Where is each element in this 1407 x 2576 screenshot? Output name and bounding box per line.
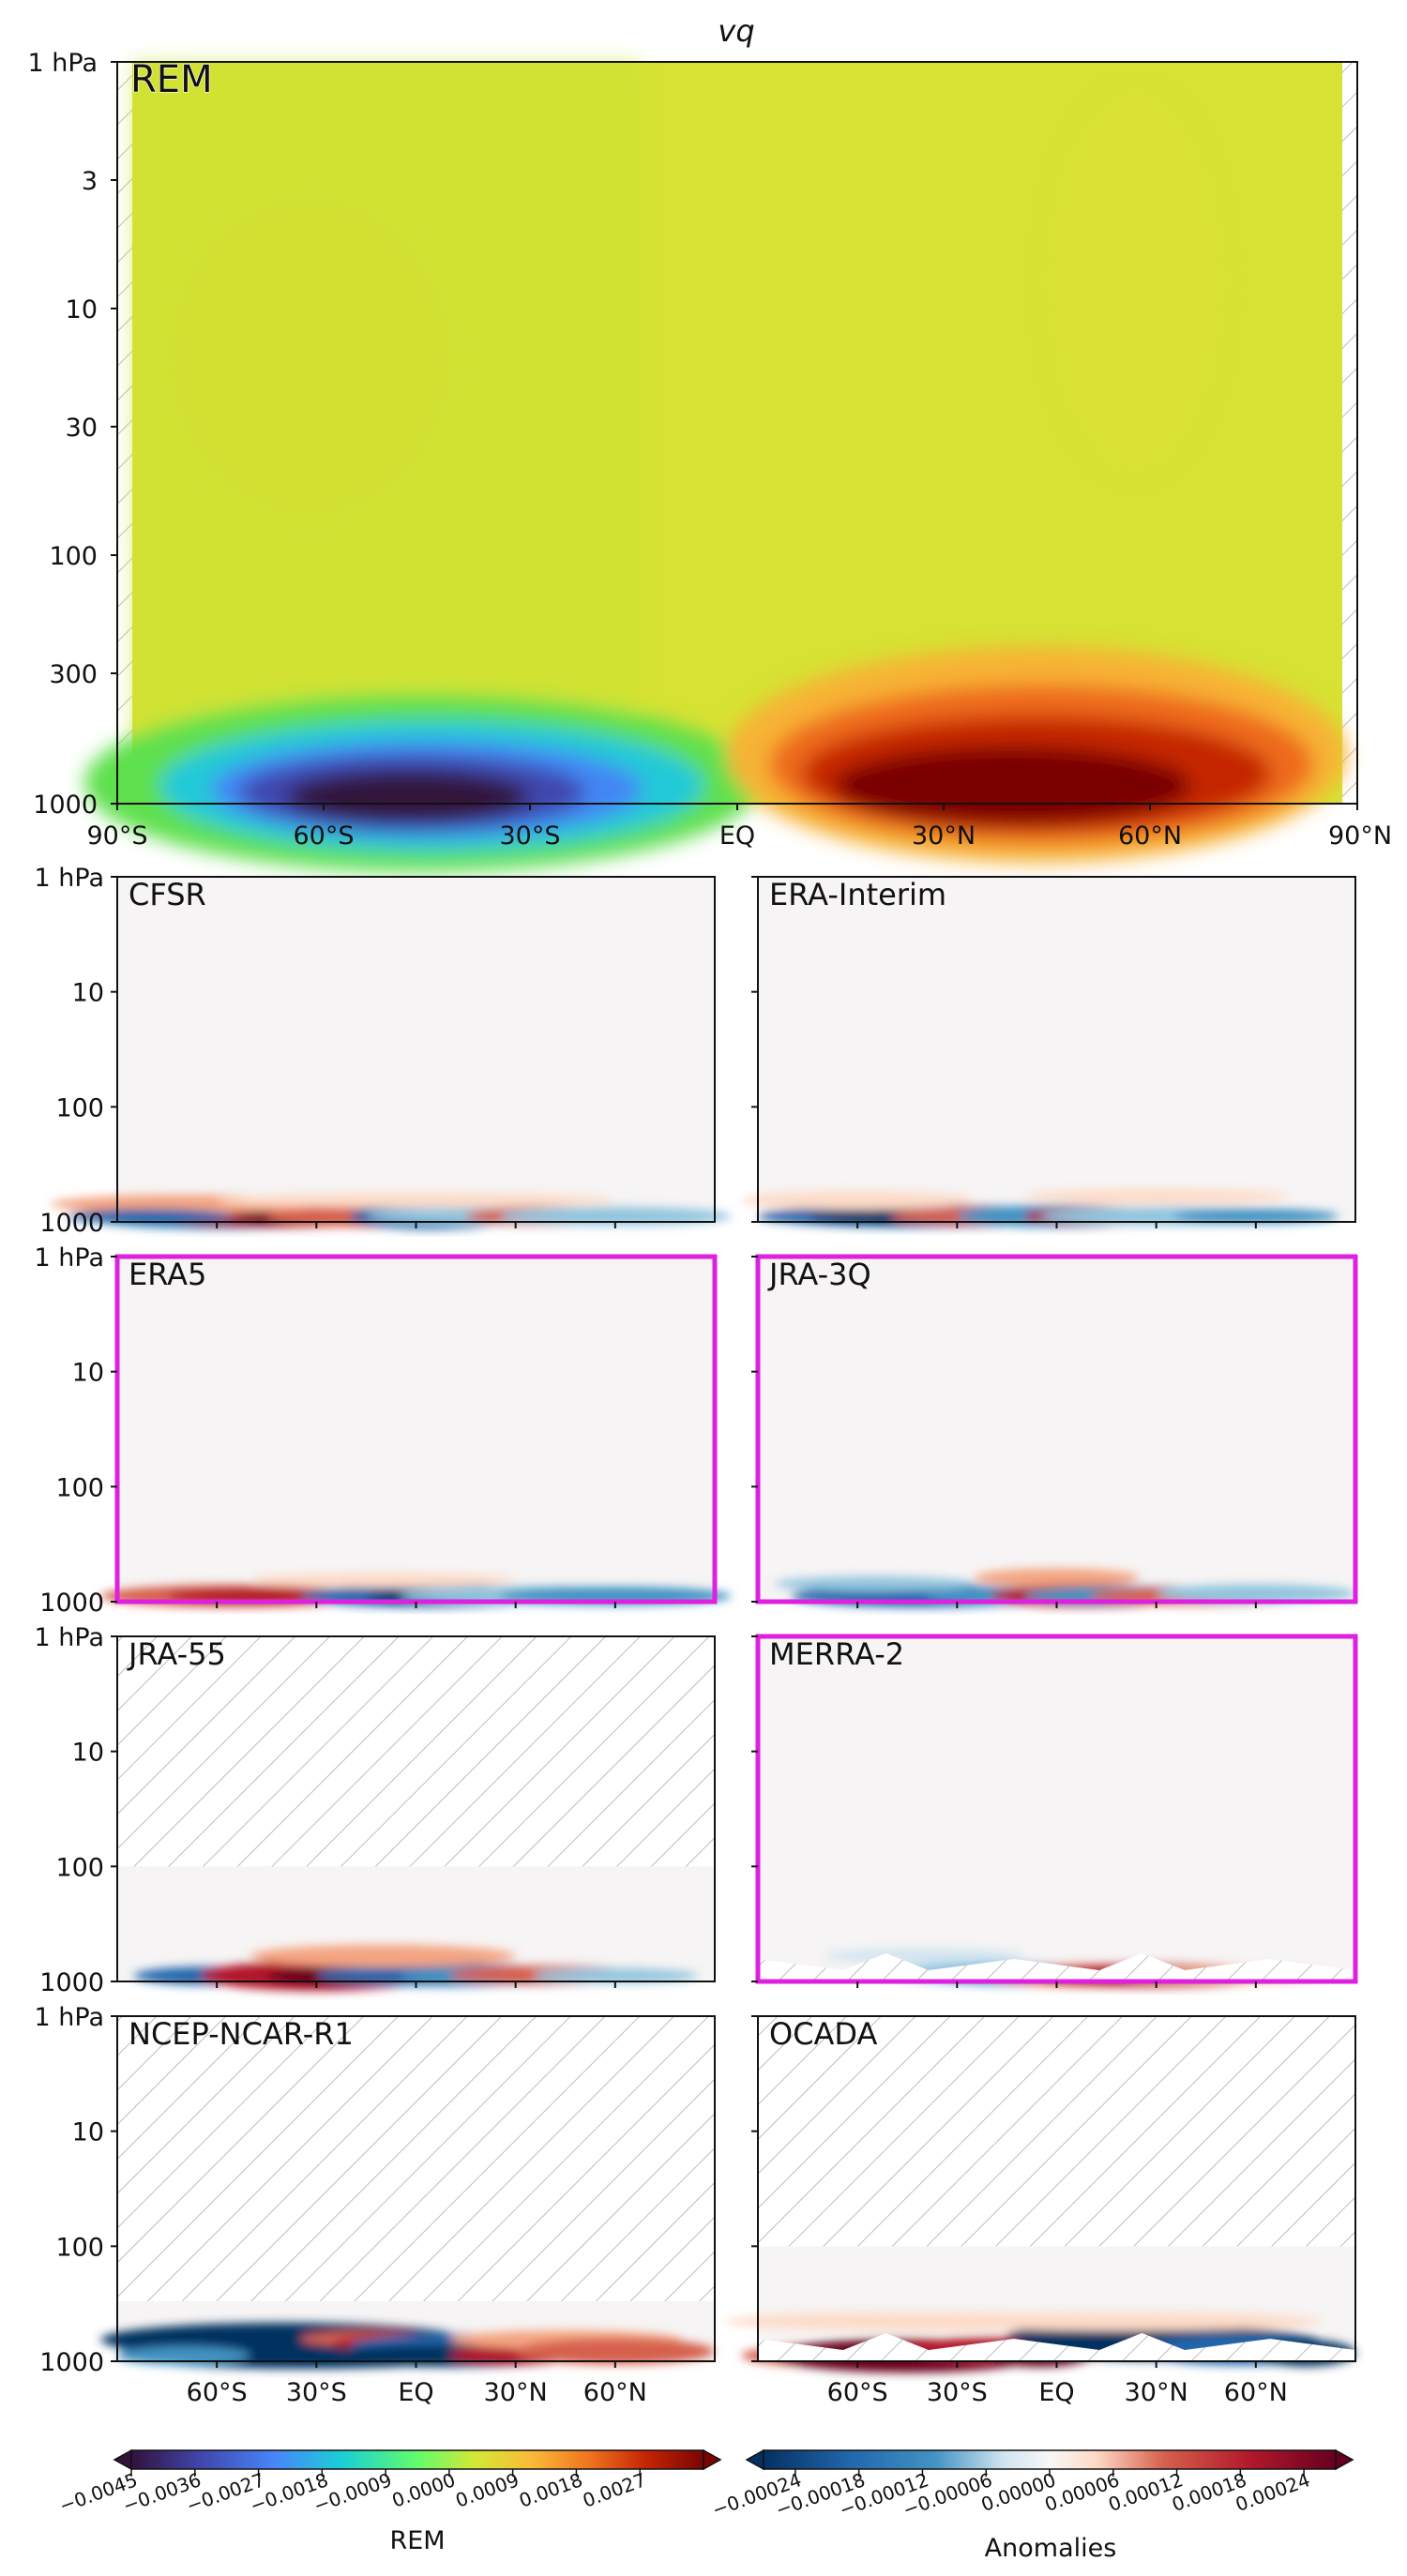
panel-missing-data-hatch (117, 1636, 715, 1867)
panel-label: CFSR (129, 877, 206, 912)
panel-terrain-hatch (758, 1953, 1355, 1981)
panel-xtick-label: 60°S (827, 2378, 888, 2407)
panel-label: ERA-Interim (769, 877, 946, 912)
colorbar-tick-label: 0.0009 (452, 2468, 522, 2511)
panel-era5: ERA5 1 hPa 10 100 1000 (35, 1243, 732, 1618)
rem-colorbar: −0.0045−0.0036−0.0027−0.0018−0.00090.000… (56, 2448, 722, 2555)
colorbar-tick-label: 0.00024 (1233, 2468, 1313, 2516)
panel-label: JRA-55 (127, 1636, 226, 1672)
rem-xtick-label: 30°S (500, 821, 561, 851)
panel-ytick-label: 10 (72, 1359, 104, 1388)
panel-ytick-label: 1 hPa (35, 1623, 105, 1652)
rem-field-features (84, 62, 1346, 872)
panel-field-background (758, 1257, 1355, 1602)
rem-xtick-label: 90°N (1328, 821, 1392, 851)
rem-panel-label: REM (130, 58, 213, 101)
rem-ytick-label: 300 (49, 660, 98, 689)
panel-jra-3q: JRA-3Q (751, 1254, 1358, 1608)
panel-xtick-label: EQ (398, 2378, 433, 2407)
rem-colorbar-extend-right (703, 2448, 722, 2471)
rem-ytick-label: 10 (66, 295, 98, 324)
panel-merra-2: MERRA-2 (751, 1634, 1358, 1988)
panel-label: MERRA-2 (769, 1636, 904, 1672)
panel-ytick-label: 10 (72, 979, 104, 1008)
figure-title: vq (718, 13, 754, 49)
rem-xtick-label: 60°S (294, 821, 355, 851)
panel-field-background (117, 1257, 715, 1602)
rem-panel: REM 1 hPa 3 10 30 100 300 1000 90°S (28, 49, 1392, 872)
anomaly-panels: CFSR 1 hPa 10 100 1000 ERA-Interim ERA5 1 hPa 10… (35, 864, 1358, 2407)
panel-xtick-label: 60°S (187, 2378, 248, 2407)
panel-ytick-label: 1 hPa (35, 2003, 105, 2032)
panel-xtick-label: 30°N (484, 2378, 548, 2407)
rem-xtick-label: 60°N (1118, 821, 1182, 851)
panel-ytick-label: 100 (55, 1093, 104, 1122)
panel-ytick-label: 1000 (39, 1589, 104, 1618)
panel-xtick-label: 30°S (286, 2378, 347, 2407)
panel-label: OCADA (769, 2016, 878, 2052)
rem-colorbar-extend-left (113, 2448, 132, 2471)
panel-cfsr: CFSR 1 hPa 10 100 1000 (35, 864, 732, 1238)
rem-colorbar-ramp (130, 2449, 704, 2470)
panel-xtick-label: EQ (1038, 2378, 1074, 2407)
panel-ytick-label: 10 (72, 2118, 104, 2147)
panel-ytick-label: 100 (55, 2233, 104, 2262)
rem-xtick-label: 30°N (912, 821, 976, 851)
panel-missing-data-hatch (758, 2016, 1355, 2247)
rem-ytick-label: 1000 (33, 791, 98, 820)
panel-label: JRA-3Q (767, 1257, 871, 1292)
panel-xtick-label: 60°N (1224, 2378, 1288, 2407)
colorbar-tick-label: 0.0027 (580, 2468, 649, 2511)
panel-label: NCEP-NCAR-R1 (129, 2016, 354, 2052)
panel-ytick-label: 1000 (39, 1968, 104, 1997)
panel-label: ERA5 (129, 1257, 206, 1292)
panel-terrain-hatch (758, 2333, 1355, 2361)
panel-ytick-label: 100 (55, 1473, 104, 1502)
panel-field-background (758, 1636, 1355, 1981)
panel-ytick-label: 1000 (39, 2348, 104, 2377)
rem-ytick-label: 1 hPa (28, 49, 98, 78)
rem-y-axis: 1 hPa 3 10 30 100 300 1000 (28, 49, 117, 820)
panel-field-background (758, 877, 1355, 1222)
anom-colorbar-ramp (763, 2449, 1337, 2470)
rem-ytick-label: 30 (66, 414, 98, 443)
colorbar-tick-label: 0.0018 (516, 2468, 585, 2511)
panel-era-interim: ERA-Interim (741, 876, 1356, 1228)
panel-xtick-label: 30°S (927, 2378, 988, 2407)
panel-ytick-label: 10 (72, 1739, 104, 1768)
anom-colorbar-extend-left (745, 2448, 764, 2471)
panel-ytick-label: 1 hPa (35, 1243, 105, 1273)
rem-xtick-label: 90°S (87, 821, 148, 851)
panel-ytick-label: 1 hPa (35, 864, 105, 893)
panel-field-background (117, 877, 715, 1222)
colorbar-tick-label: 0.0000 (389, 2468, 459, 2511)
panel-missing-data-hatch (117, 2016, 715, 2301)
panel-ncep-ncar-r1: NCEP-NCAR-R1 1 hPa 10 100 1000 60°S 30°S EQ 30°N… (35, 2003, 716, 2407)
panel-jra-55: JRA-55 1 hPa 10 100 1000 (35, 1623, 716, 1997)
rem-xtick-label: EQ (719, 821, 755, 851)
rem-ytick-label: 100 (49, 542, 98, 571)
panel-ocada: OCADA 60°S 30°S EQ 30°N 60°N (724, 2015, 1356, 2407)
panel-xtick-label: 30°N (1125, 2378, 1188, 2407)
rem-colorbar-label: REM (389, 2526, 445, 2555)
panel-ytick-label: 100 (55, 1853, 104, 1882)
anom-colorbar-label: Anomalies (985, 2534, 1117, 2563)
rem-ytick-label: 3 (82, 167, 98, 196)
panel-xtick-label: 60°N (583, 2378, 647, 2407)
anom-colorbar-extend-right (1335, 2448, 1354, 2471)
rem-x-axis: 90°S 60°S 30°S EQ 30°N 60°N 90°N (87, 804, 1392, 851)
anomaly-colorbar: −0.00024−0.00018−0.00012−0.000060.000000… (709, 2448, 1354, 2563)
panel-ytick-label: 1000 (39, 1209, 104, 1238)
